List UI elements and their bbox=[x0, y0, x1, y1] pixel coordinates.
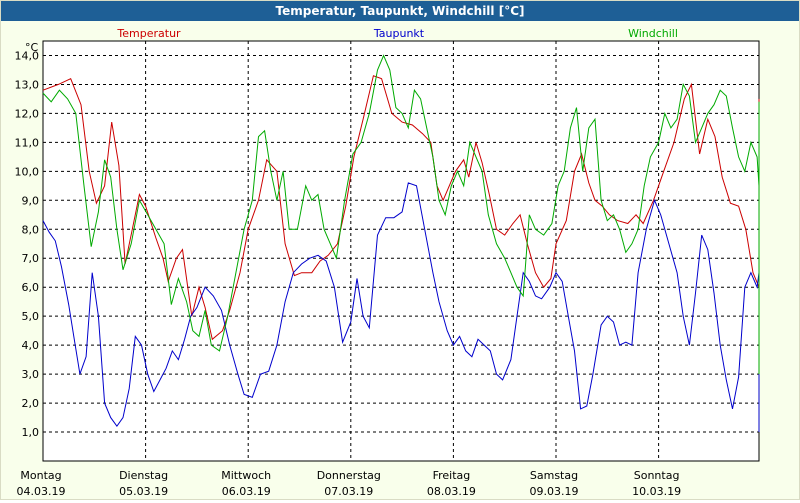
y-tick-label: 13,0 bbox=[15, 78, 40, 91]
x-date-label: 09.03.19 bbox=[530, 485, 579, 498]
x-day-label: Donnerstag bbox=[317, 469, 381, 482]
x-axis-labels: Montag 04.03.19 Dienstag 05.03.19 Mittwoch 06… bbox=[17, 469, 682, 498]
title-bar: Temperatur, Taupunkt, Windchill [°C] bbox=[1, 1, 799, 21]
y-tick-label: 14,0 bbox=[15, 49, 40, 62]
y-tick-label: 6,0 bbox=[22, 281, 40, 294]
x-day-label: Mittwoch bbox=[221, 469, 271, 482]
chart-title: Temperatur, Taupunkt, Windchill [°C] bbox=[275, 4, 525, 18]
legend-temperatur: Temperatur bbox=[116, 27, 181, 40]
y-tick-label: 5,0 bbox=[22, 310, 40, 323]
y-axis-ticks: 1,0 2,0 3,0 4,0 5,0 6,0 7,0 8,0 9,0 10,0 11,0 12,0 1… bbox=[15, 49, 40, 439]
x-day-label: Freitag bbox=[433, 469, 471, 482]
y-tick-label: 11,0 bbox=[15, 136, 40, 149]
x-date-label: 04.03.19 bbox=[17, 485, 66, 498]
line-chart: 1,0 2,0 3,0 4,0 5,0 6,0 7,0 8,0 9,0 10,0 11,0 12,0 1… bbox=[15, 27, 760, 498]
x-day-label: Sonntag bbox=[634, 469, 680, 482]
plot-area bbox=[42, 40, 760, 462]
x-date-label: 10.03.19 bbox=[632, 485, 681, 498]
y-tick-label: 2,0 bbox=[22, 397, 40, 410]
x-day-label: Samstag bbox=[530, 469, 578, 482]
grid-lines bbox=[43, 41, 759, 461]
legend-windchill: Windchill bbox=[628, 27, 678, 40]
x-day-label: Montag bbox=[20, 469, 61, 482]
y-tick-label: 4,0 bbox=[22, 339, 40, 352]
x-date-label: 07.03.19 bbox=[324, 485, 373, 498]
y-tick-label: 3,0 bbox=[22, 368, 40, 381]
legend-taupunkt: Taupunkt bbox=[373, 27, 425, 40]
x-day-label: Dienstag bbox=[119, 469, 168, 482]
x-date-label: 06.03.19 bbox=[222, 485, 271, 498]
y-tick-label: 1,0 bbox=[22, 426, 40, 439]
series-lines bbox=[42, 54, 760, 432]
x-date-label: 08.03.19 bbox=[427, 485, 476, 498]
y-tick-label: 12,0 bbox=[15, 107, 40, 120]
chart-body: 1,0 2,0 3,0 4,0 5,0 6,0 7,0 8,0 9,0 10,0 11,0 12,0 1… bbox=[1, 21, 799, 499]
series-line-taupunkt bbox=[42, 142, 760, 432]
y-tick-label: 7,0 bbox=[22, 252, 40, 265]
x-date-label: 05.03.19 bbox=[119, 485, 168, 498]
y-tick-label: 8,0 bbox=[22, 223, 40, 236]
y-tick-label: 10,0 bbox=[15, 165, 40, 178]
y-axis-unit: °C bbox=[25, 41, 39, 54]
series-line-windchill bbox=[42, 54, 760, 375]
y-tick-label: 9,0 bbox=[22, 194, 40, 207]
